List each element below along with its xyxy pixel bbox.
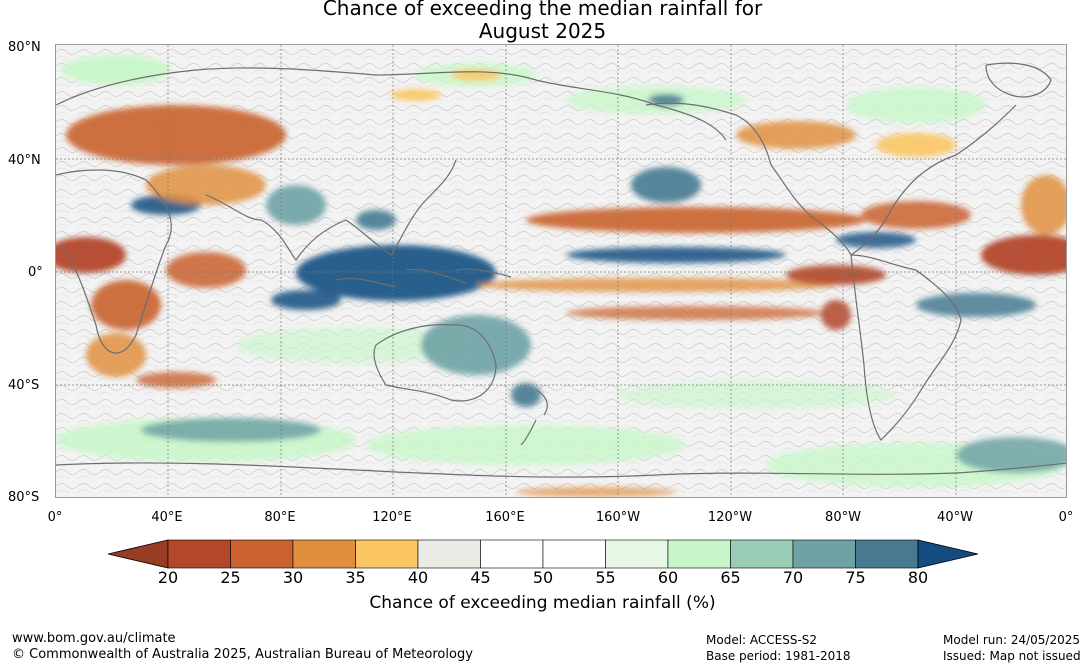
- coast-indonesia: [335, 268, 512, 288]
- lon-label-80e: 80°E: [264, 510, 296, 525]
- footer-model-run: Model run: 24/05/2025: [943, 633, 1081, 647]
- lat-label-40n: 40°N: [8, 153, 41, 168]
- lon-label-160w: 160°W: [595, 510, 641, 525]
- lat-label-80s: 80°S: [8, 490, 40, 505]
- coast-africa: [56, 169, 172, 354]
- footer-model: Model: ACCESS-S2: [706, 633, 818, 647]
- coast-australia: [373, 324, 497, 402]
- colorbar-bin: [292, 539, 356, 569]
- coast-antarctica: [56, 462, 1066, 478]
- coastlines: [56, 62, 1066, 478]
- colorbar-bin: [480, 539, 544, 569]
- lon-label-0: 0°: [47, 510, 63, 525]
- rainfall-map: [55, 44, 1067, 498]
- colorbar-high-extension: [917, 539, 978, 569]
- colorbar-bin: [605, 539, 669, 569]
- coast-new-zealand: [520, 389, 548, 446]
- coast-eurasia: [56, 67, 727, 141]
- footer-credits: www.bom.gov.au/climate © Commonwealth of…: [12, 631, 473, 663]
- colorbar: [108, 539, 978, 569]
- colorbar-tick-label: 25: [220, 568, 241, 587]
- lon-label-120w: 120°W: [707, 510, 753, 525]
- colorbar-bin: [730, 539, 794, 569]
- lon-label-160e: 160°E: [485, 510, 525, 525]
- map-title-line1: Chance of exceeding the median rainfall …: [322, 0, 763, 20]
- footer-copyright: © Commonwealth of Australia 2025, Austra…: [12, 647, 473, 662]
- lon-label-0-end: 0°: [1058, 510, 1074, 525]
- colorbar-bins: [167, 539, 919, 569]
- lon-label-120e: 120°E: [372, 510, 412, 525]
- rainfall-map-canvas: [56, 45, 1066, 497]
- lat-label-equator: 0°: [28, 265, 43, 280]
- lat-label-80n: 80°N: [8, 40, 41, 55]
- colorbar-tick-label: 35: [345, 568, 366, 587]
- colorbar-tick-label: 55: [595, 568, 616, 587]
- footer-run-info: Model run: 24/05/2025 Issued: Map not is…: [943, 632, 1081, 664]
- colorbar-tick-label: 20: [157, 568, 179, 587]
- colorbar-tick-label: 75: [845, 568, 866, 587]
- lon-label-80w: 80°W: [825, 510, 861, 525]
- lon-label-40w: 40°W: [937, 510, 973, 525]
- colorbar-bin: [667, 539, 731, 569]
- colorbar-tick-label: 65: [720, 568, 741, 587]
- colorbar-tick-label: 70: [782, 568, 804, 587]
- coast-south-america: [850, 254, 962, 441]
- colorbar-title: Chance of exceeding median rainfall (%): [369, 593, 716, 613]
- footer-website: www.bom.gov.au/climate: [12, 631, 176, 646]
- coast-north-america: [645, 102, 1017, 256]
- coast-south-asia: [205, 159, 457, 261]
- footer-issued: Issued: Map not issued: [943, 649, 1081, 663]
- colorbar-bin: [167, 539, 231, 569]
- footer-model-info: Model: ACCESS-S2 Base period: 1981-2018: [706, 632, 851, 664]
- colorbar-bin: [542, 539, 606, 569]
- colorbar-tick-label: 60: [657, 568, 679, 587]
- colorbar-low-extension: [108, 539, 169, 569]
- colorbar-bin: [417, 539, 481, 569]
- colorbar-tick-label: 80: [907, 568, 929, 587]
- colorbar-bin: [855, 539, 919, 569]
- footer-base-period: Base period: 1981-2018: [706, 649, 851, 663]
- map-gridlines: [56, 45, 1066, 497]
- coast-greenland: [985, 62, 1052, 98]
- colorbar-bin: [230, 539, 294, 569]
- colorbar-tick-label: 40: [407, 568, 429, 587]
- map-title-line2: August 2025: [478, 19, 607, 43]
- lon-label-40e: 40°E: [151, 510, 183, 525]
- colorbar-tick-label: 30: [282, 568, 304, 587]
- colorbar-tick-label: 45: [470, 568, 491, 587]
- lat-label-40s: 40°S: [8, 378, 40, 393]
- colorbar-tick-label: 50: [532, 568, 554, 587]
- colorbar-bin: [355, 539, 419, 569]
- colorbar-bin: [792, 539, 856, 569]
